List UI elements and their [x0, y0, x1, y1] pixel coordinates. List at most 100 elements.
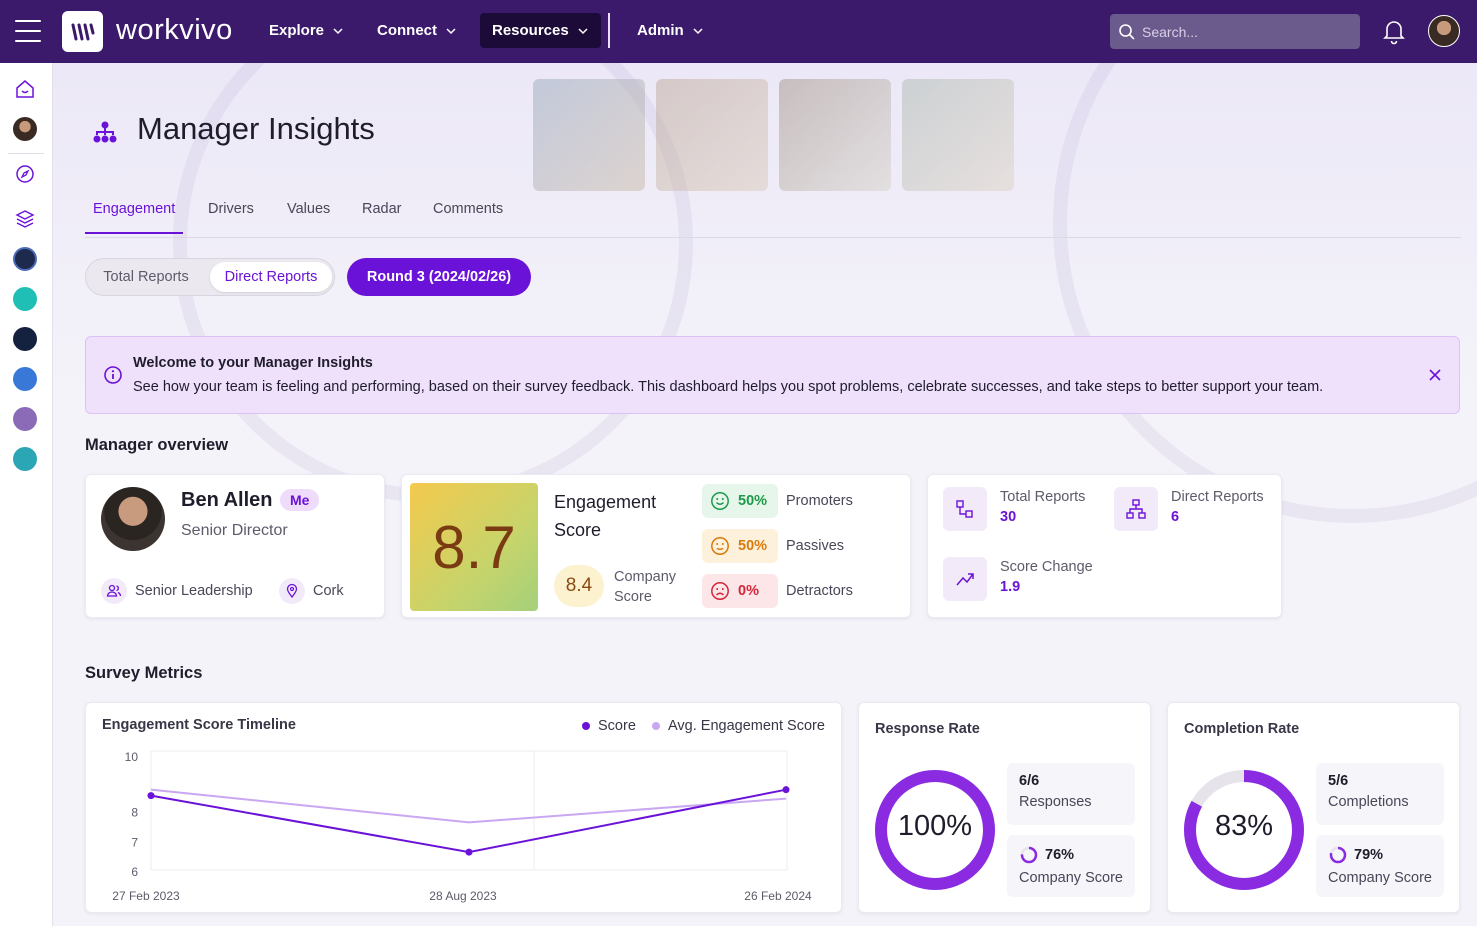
team-photo [902, 79, 1014, 191]
department-label: Senior Leadership [135, 583, 253, 599]
direct-reports-label: Direct Reports [1171, 489, 1264, 505]
tab-comments[interactable]: Comments [433, 201, 504, 217]
space-icon[interactable] [13, 367, 37, 391]
menu-icon[interactable] [15, 20, 41, 42]
nav-connect[interactable]: Connect [365, 13, 469, 48]
score-change-label: Score Change [1000, 559, 1093, 575]
company-score-value: 8.4 [554, 565, 604, 607]
banner-text: See how your team is feeling and perform… [133, 379, 1324, 395]
legend-score-label: Score [598, 718, 636, 734]
org-chart-icon [91, 118, 119, 151]
completion-rate-card: Completion Rate 83% 5/6 Completions 79% … [1167, 702, 1460, 913]
nav-admin-label: Admin [637, 22, 684, 39]
logo-icon[interactable] [62, 11, 103, 52]
y-tick-label: 7 [131, 835, 138, 849]
location-label: Cork [313, 583, 344, 599]
space-icon[interactable] [13, 287, 37, 311]
detractors-pct: 0% [738, 583, 759, 599]
completion-company-row: 79% [1328, 845, 1432, 865]
legend-score[interactable]: Score [582, 718, 636, 734]
user-avatar[interactable] [1428, 15, 1460, 47]
nav-admin[interactable]: Admin [625, 13, 716, 48]
profile-avatar[interactable] [13, 117, 37, 141]
mini-ring-icon [1020, 846, 1038, 864]
detractors-label: Detractors [786, 583, 853, 599]
space-icon[interactable] [13, 447, 37, 471]
app-name[interactable]: workvivo [116, 14, 233, 46]
timeline-chart: 10 8 7 6 27 Feb 2023 28 Aug 2023 26 Feb 2024 [112, 750, 812, 903]
me-badge: Me [280, 489, 320, 511]
nav-explore-label: Explore [269, 22, 325, 39]
space-icon[interactable] [13, 327, 37, 351]
total-reports-label: Total Reports [1000, 489, 1086, 505]
engagement-score-card: 8.7 Engagement Score 8.4 Company Score 5… [401, 474, 911, 618]
space-icon[interactable] [13, 247, 37, 271]
tab-drivers[interactable]: Drivers [208, 201, 254, 217]
series-line-avg [150, 788, 787, 824]
banner-title: Welcome to your Manager Insights [133, 355, 373, 371]
search-input[interactable] [1142, 23, 1342, 40]
info-icon [103, 365, 123, 390]
legend-avg[interactable]: Avg. Engagement Score [652, 718, 825, 734]
smile-icon [711, 492, 729, 510]
top-bar: workvivo Explore Connect Resources Admin [0, 0, 1477, 63]
completion-rate-value: 83% [1214, 810, 1274, 842]
round-selector-button[interactable]: Round 3 (2024/02/26) [347, 258, 531, 296]
search-box[interactable] [1110, 14, 1360, 49]
layers-icon[interactable] [13, 207, 37, 231]
location-tag: Cork [279, 578, 344, 604]
hero-decoration [1053, 63, 1477, 523]
response-rate-title: Response Rate [875, 721, 980, 737]
response-company-row: 76% [1019, 845, 1123, 865]
legend-avg-label: Avg. Engagement Score [668, 718, 825, 734]
department-tag: Senior Leadership [101, 578, 253, 604]
data-point-score [465, 848, 473, 856]
survey-metrics-heading: Survey Metrics [85, 664, 203, 682]
company-score-label-line2: Score [614, 589, 652, 605]
promoters-pct: 50% [738, 493, 768, 509]
data-point-score [147, 792, 155, 800]
bell-icon[interactable] [1380, 17, 1408, 50]
engagement-score-label: Engagement Score [554, 492, 657, 540]
welcome-banner: Welcome to your Manager Insights See how… [85, 336, 1460, 414]
completion-ring [1184, 770, 1304, 890]
y-tick-label: 10 [125, 750, 139, 764]
total-reports-option[interactable]: Total Reports [103, 269, 189, 285]
main-content: Manager Insights Engagement Drivers Valu… [53, 63, 1477, 926]
tab-values[interactable]: Values [287, 201, 331, 217]
legend-dot-score [582, 722, 590, 730]
passives-label: Passives [786, 538, 845, 554]
engagement-score-value: 8.7 [410, 483, 538, 611]
tab-radar[interactable]: Radar [362, 201, 402, 217]
direct-reports-option[interactable]: Direct Reports [210, 262, 332, 292]
team-photo [533, 79, 645, 191]
y-tick-label: 8 [131, 806, 138, 820]
response-rate-value: 100% [897, 810, 973, 842]
tab-engagement[interactable]: Engagement [85, 201, 184, 234]
chart-title: Engagement Score Timeline [102, 717, 296, 733]
avatar [101, 487, 165, 551]
promoters-label: Promoters [786, 493, 853, 509]
search-icon [1119, 23, 1135, 40]
space-icon[interactable] [13, 407, 37, 431]
response-ring [875, 770, 995, 890]
nav-resources[interactable]: Resources [480, 13, 601, 48]
response-company-pct: 76% [1045, 847, 1075, 863]
chevron-down-icon [578, 27, 588, 34]
nav-explore[interactable]: Explore [257, 13, 356, 48]
location-pin-icon [279, 578, 305, 604]
passives-chip: 50% [702, 529, 778, 563]
report-type-toggle: Total Reports Direct Reports [85, 258, 335, 296]
response-company-box: 76% Company Score [1007, 835, 1135, 897]
close-icon[interactable] [1427, 367, 1443, 388]
home-icon[interactable] [13, 77, 37, 101]
engagement-timeline-card: Engagement Score Timeline Score Avg. Eng… [85, 702, 842, 913]
passives-pct: 50% [738, 538, 768, 554]
hierarchy-icon [943, 487, 987, 531]
compass-icon[interactable] [13, 162, 37, 186]
completion-rate-title: Completion Rate [1184, 721, 1300, 737]
company-score-label: Company Score [614, 567, 676, 607]
x-tick-label: 28 Aug 2023 [429, 889, 497, 903]
score-change-value: 1.9 [1000, 579, 1021, 595]
completion-company-label: Company Score [1328, 870, 1432, 886]
